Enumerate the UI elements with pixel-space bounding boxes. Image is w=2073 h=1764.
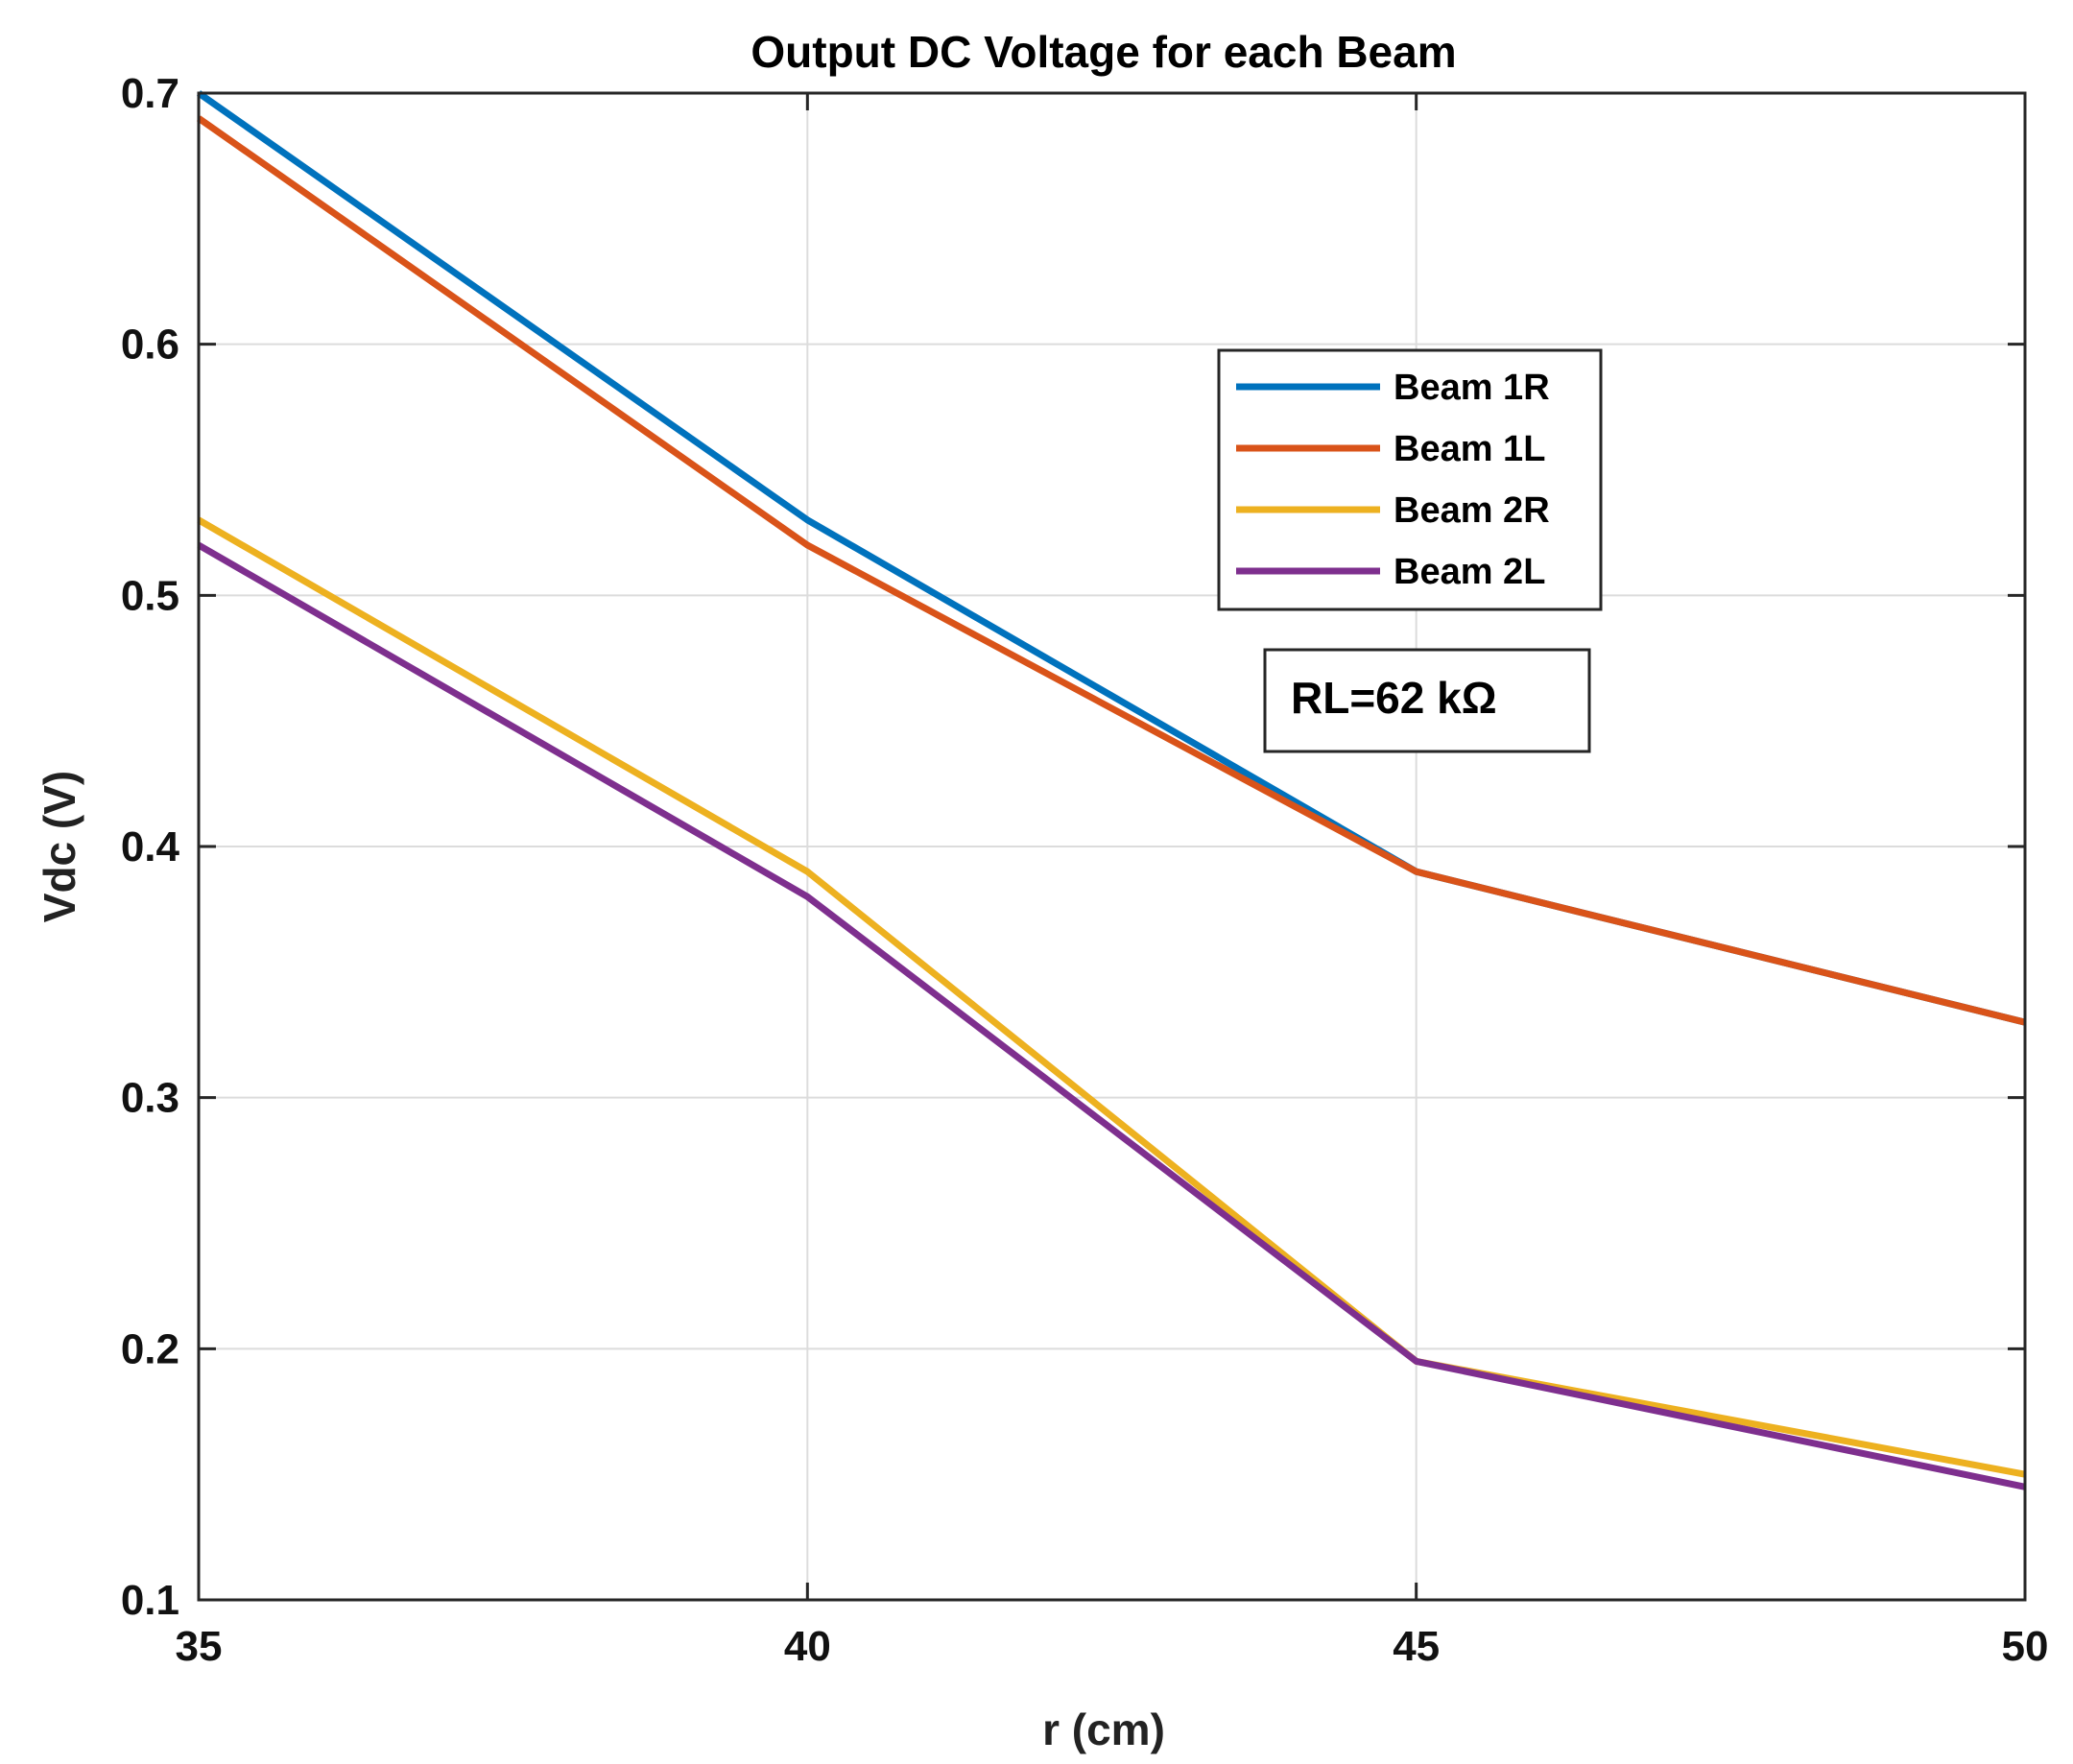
x-tick-label: 40 [784,1623,831,1670]
x-tick-label: 35 [176,1623,223,1670]
y-tick-label: 0.5 [121,572,179,619]
series-line-beam-2r [197,516,2026,1478]
legend-box [1217,348,1603,611]
annotation-box: RL=62 kΩ [1263,648,1591,753]
y-tick-label: 0.6 [121,322,179,369]
x-tick-label: 50 [2002,1623,2049,1670]
annotation-frame [1263,648,1591,753]
legend-label-beam-1r: Beam 1R [1394,368,1550,408]
legend-label-beam-2l: Beam 2L [1394,552,1545,592]
legend-label-beam-2r: Beam 2R [1394,490,1550,531]
x-axis-label: r (cm) [1042,1704,1165,1754]
series-lines [196,90,2026,1490]
y-tick-label: 0.2 [121,1325,179,1372]
tick-marks [197,91,2027,1602]
legend: Beam 1R Beam 1L Beam 2R Beam 2L [1217,348,1603,611]
y-tick-label: 0.7 [121,70,179,117]
y-tick-label: 0.3 [121,1075,179,1122]
legend-label-beam-1l: Beam 1L [1394,429,1545,469]
y-tick-label: 0.1 [121,1577,179,1624]
y-axis-label: Vdc (V) [35,771,84,922]
series-line-beam-2l [197,541,2026,1490]
annotation-text: RL=62 kΩ [1291,673,1497,723]
y-tick-labels: 0.1 0.2 0.3 0.4 0.5 0.6 0.7 [121,70,180,1624]
x-tick-label: 45 [1393,1623,1440,1670]
y-tick-label: 0.4 [121,823,180,870]
chart-title: Output DC Voltage for each Beam [751,27,1456,77]
series-line-beam-1l [196,115,2026,1026]
x-tick-labels: 35 40 45 50 [176,1623,2049,1670]
